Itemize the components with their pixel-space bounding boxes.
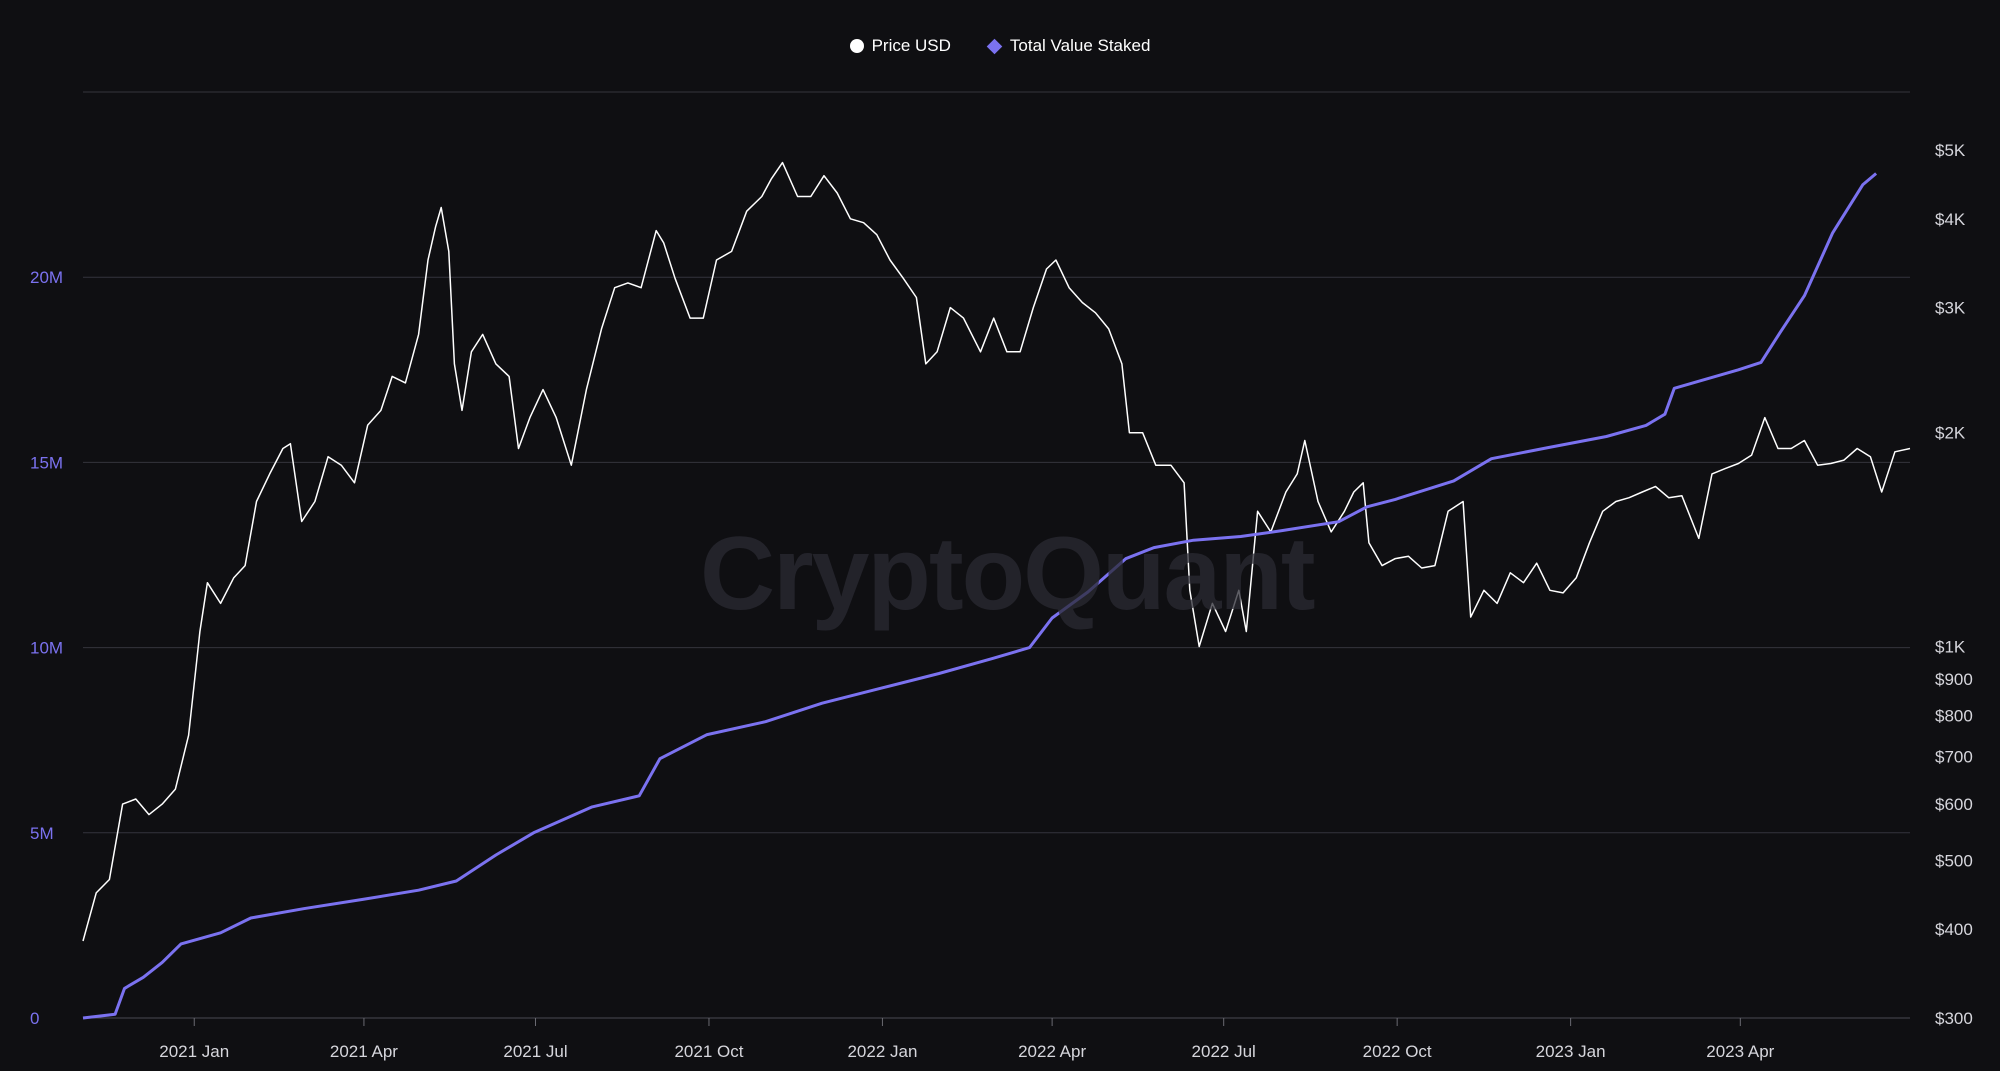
right-tick-label: $1K bbox=[1935, 638, 1966, 657]
series-line-price-usd bbox=[82, 161, 1911, 942]
x-tick-label: 2023 Jan bbox=[1536, 1042, 1606, 1061]
legend-item-total-value-staked[interactable]: Total Value Staked bbox=[986, 36, 1151, 56]
x-tick-label: 2022 Apr bbox=[1018, 1042, 1086, 1061]
right-tick-label: $400 bbox=[1935, 920, 1973, 939]
left-tick-label: 0 bbox=[30, 1009, 39, 1028]
x-tick-label: 2021 Jul bbox=[503, 1042, 567, 1061]
right-tick-label: $500 bbox=[1935, 851, 1973, 870]
legend-label: Total Value Staked bbox=[1009, 36, 1151, 55]
right-tick-label: $5K bbox=[1935, 141, 1966, 160]
right-tick-label: $3K bbox=[1935, 299, 1966, 318]
right-tick-label: $2K bbox=[1935, 424, 1966, 443]
right-tick-label: $4K bbox=[1935, 210, 1966, 229]
x-tick-label: 2021 Oct bbox=[674, 1042, 743, 1061]
x-tick-label: 2021 Apr bbox=[330, 1042, 398, 1061]
x-axis-ticks: 2021 Jan 2021 Apr 2021 Jul 2021 Oct 2022 Jan… bbox=[159, 1018, 1775, 1061]
chart-gridlines bbox=[83, 91, 1910, 1019]
legend-diamond-icon bbox=[986, 38, 1003, 54]
left-tick-label: 10M bbox=[30, 639, 63, 658]
right-axis-ticks: $300 $400 $500 $600 $700 $800 $900 $1K $2K $3K $4K… bbox=[1935, 141, 1973, 1028]
right-tick-label: $700 bbox=[1935, 748, 1973, 767]
left-tick-label: 20M bbox=[30, 268, 63, 287]
legend-circle-icon bbox=[849, 39, 864, 53]
chart-series bbox=[82, 161, 1911, 1020]
x-tick-label: 2023 Apr bbox=[1706, 1042, 1774, 1061]
left-tick-label: 5M bbox=[30, 824, 54, 843]
right-tick-label: $800 bbox=[1935, 706, 1973, 725]
x-tick-label: 2021 Jan bbox=[159, 1042, 229, 1061]
legend-item-price-usd[interactable]: Price USD bbox=[849, 36, 951, 56]
right-tick-label: $300 bbox=[1935, 1009, 1973, 1028]
series-line-total-value-staked bbox=[82, 172, 1878, 1020]
right-tick-label: $600 bbox=[1935, 795, 1973, 814]
left-axis-ticks: 0 5M 10M 15M 20M bbox=[30, 268, 63, 1028]
x-tick-label: 2022 Jan bbox=[847, 1042, 917, 1061]
right-tick-label: $900 bbox=[1935, 670, 1973, 689]
legend-label: Price USD bbox=[871, 36, 951, 55]
chart-legend: Price USD Total Value Staked bbox=[0, 36, 2000, 56]
x-tick-label: 2022 Jul bbox=[1192, 1042, 1256, 1061]
watermark: CryptoQuant bbox=[700, 516, 1316, 632]
x-tick-label: 2022 Oct bbox=[1363, 1042, 1432, 1061]
left-tick-label: 15M bbox=[30, 453, 63, 472]
